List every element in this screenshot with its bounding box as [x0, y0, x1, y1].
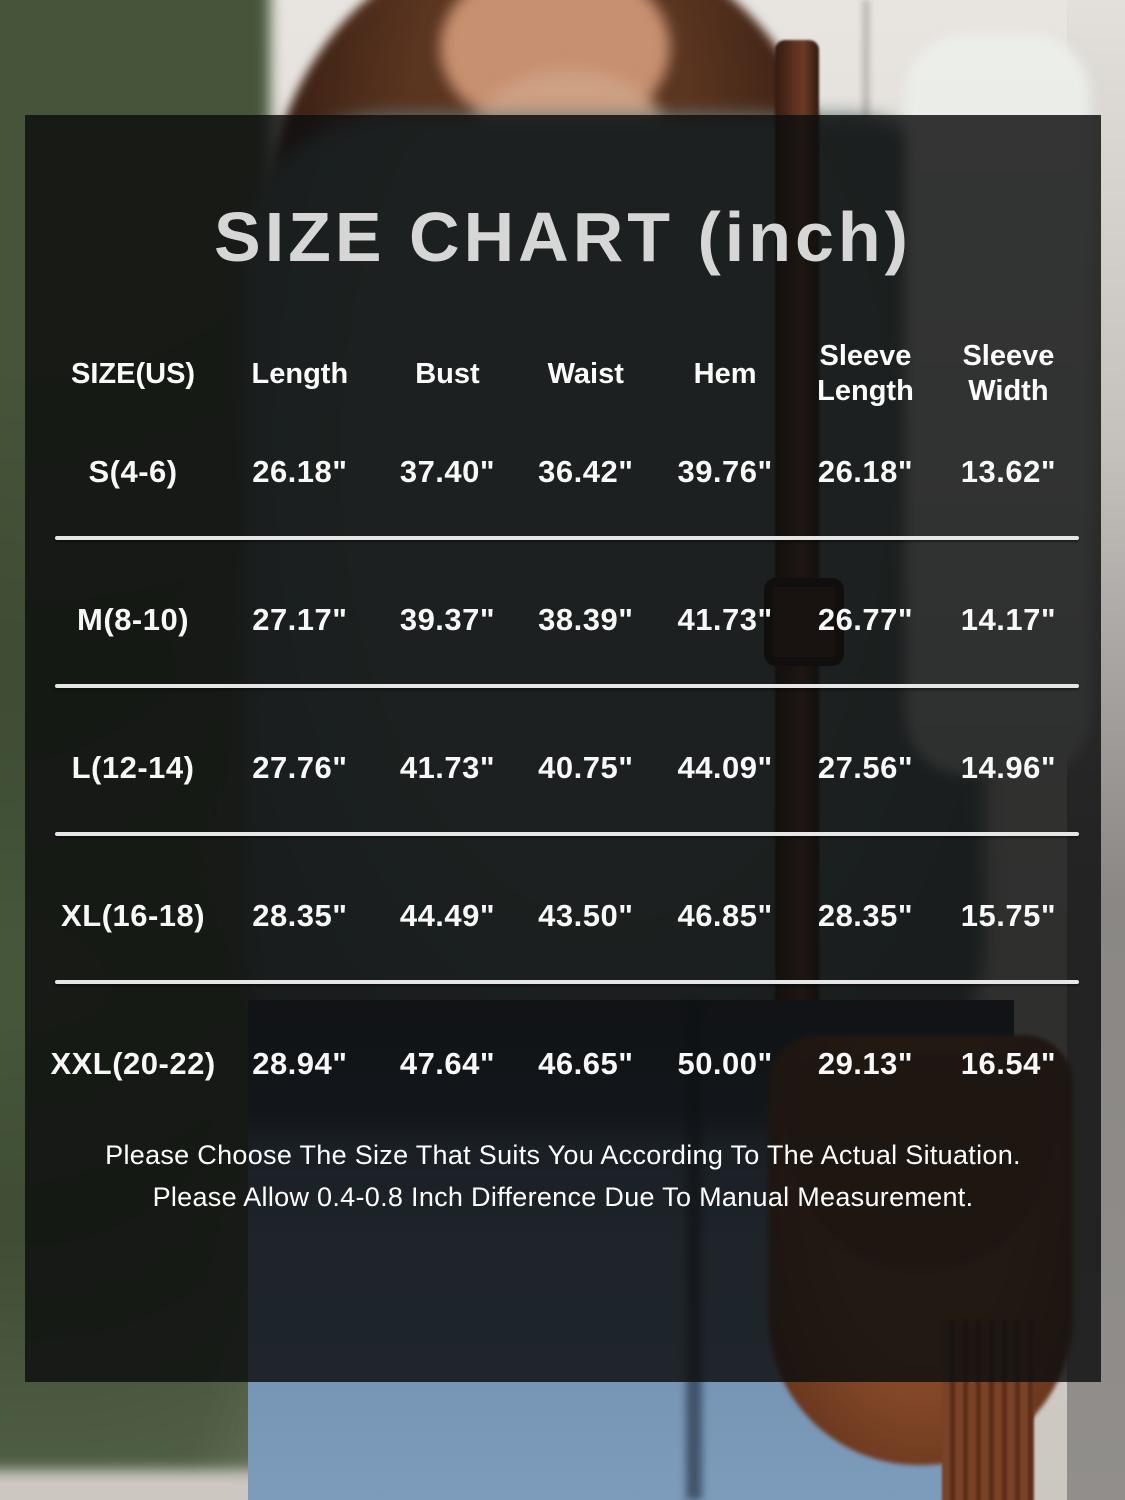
waist-value: 36.42": [538, 453, 634, 489]
table-row-s: S(4-6) 26.18" 37.40" 36.42" 39.76" 26.18…: [45, 450, 1081, 494]
sleeve-width-value: 16.54": [960, 1045, 1057, 1081]
bust-value: 41.73": [399, 749, 496, 785]
hem-value: 46.85": [677, 897, 773, 933]
size-note: Please Choose The Size That Suits You Ac…: [25, 1134, 1101, 1218]
length-value: 27.17": [252, 601, 348, 637]
length-value: 26.18": [252, 453, 348, 489]
column-header-sleeve-width: Sleeve Width: [962, 340, 1055, 408]
size-note-line-2: Please Allow 0.4-0.8 Inch Difference Due…: [152, 1181, 974, 1212]
sleeve-width-value: 15.75": [960, 897, 1057, 933]
sleeve-length-value: 26.18": [817, 453, 914, 489]
size-label: XXL(20-22): [50, 1045, 216, 1081]
sleeve-length-value: 28.35": [817, 897, 914, 933]
waist-value: 43.50": [538, 897, 634, 933]
bust-value: 39.37": [399, 601, 496, 637]
sleeve-width-value: 14.96": [960, 749, 1057, 785]
sleeve-width-value: 13.62": [960, 453, 1057, 489]
bust-value: 37.40": [399, 453, 496, 489]
table-header-row: SIZE(US) Length Bust Waist Hem Sleeve Le…: [45, 339, 1081, 410]
sleeve-width-value: 14.17": [960, 601, 1057, 637]
bust-value: 47.64": [399, 1045, 496, 1081]
sleeve-length-value: 27.56": [817, 749, 914, 785]
bust-value: 44.49": [399, 897, 496, 933]
row-divider: [55, 831, 1079, 836]
hem-value: 39.76": [677, 453, 773, 489]
column-header-waist: Waist: [547, 357, 624, 390]
row-divider: [55, 683, 1079, 688]
sleeve-length-value: 29.13": [817, 1045, 914, 1081]
size-label: L(12-14): [71, 749, 195, 785]
hem-value: 41.73": [677, 601, 773, 637]
size-label: S(4-6): [88, 453, 178, 489]
row-divider: [55, 979, 1079, 984]
table-row-m: M(8-10) 27.17" 39.37" 38.39" 41.73" 26.7…: [45, 598, 1081, 642]
column-header-bust: Bust: [415, 357, 480, 390]
size-label: XL(16-18): [61, 897, 206, 933]
hem-value: 44.09": [677, 749, 773, 785]
size-chart-panel: SIZE CHART (inch) SIZE(US) Length Bust W…: [25, 115, 1101, 1382]
length-value: 28.35": [252, 897, 348, 933]
column-header-sleeve-length: Sleeve Length: [817, 340, 914, 408]
waist-value: 38.39": [538, 601, 634, 637]
sleeve-length-value: 26.77": [817, 601, 914, 637]
waist-value: 40.75": [538, 749, 634, 785]
length-value: 28.94": [252, 1045, 348, 1081]
size-table: SIZE(US) Length Bust Waist Hem Sleeve Le…: [25, 339, 1101, 1086]
table-row-xl: XL(16-18) 28.35" 44.49" 43.50" 46.85" 28…: [45, 894, 1081, 938]
page-title: SIZE CHART (inch): [214, 198, 912, 276]
column-header-size: SIZE(US): [71, 357, 196, 390]
waist-value: 46.65": [538, 1045, 634, 1081]
table-row-l: L(12-14) 27.76" 41.73" 40.75" 44.09" 27.…: [45, 746, 1081, 790]
hem-value: 50.00": [677, 1045, 773, 1081]
length-value: 27.76": [252, 749, 348, 785]
table-row-xxl: XXL(20-22) 28.94" 47.64" 46.65" 50.00" 2…: [45, 1042, 1081, 1086]
size-label: M(8-10): [77, 601, 190, 637]
size-note-line-1: Please Choose The Size That Suits You Ac…: [105, 1139, 1021, 1170]
row-divider: [55, 535, 1079, 540]
column-header-length: Length: [251, 357, 349, 390]
column-header-hem: Hem: [693, 357, 757, 390]
